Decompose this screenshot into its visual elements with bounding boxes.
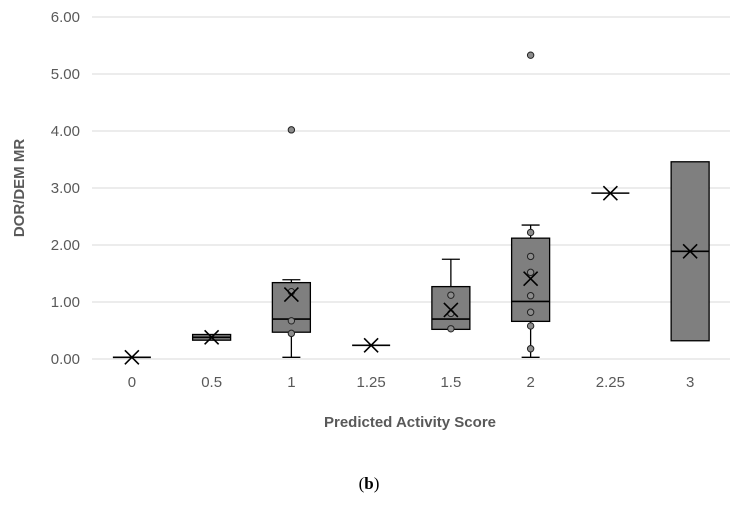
- panel-label: (b): [359, 474, 380, 493]
- y-tick-label: 5.00: [51, 66, 80, 83]
- x-axis-title: Predicted Activity Score: [324, 414, 496, 431]
- mean-marker: [283, 287, 299, 303]
- iqr-box: [510, 237, 551, 323]
- box-group: [591, 185, 630, 201]
- x-tick-label: 1: [287, 374, 295, 391]
- y-tick-label: 3.00: [51, 180, 80, 197]
- mean-marker: [602, 185, 618, 201]
- panel-letter: b: [364, 474, 373, 493]
- y-tick-label: 4.00: [51, 123, 80, 140]
- mean-marker: [204, 329, 220, 345]
- box-group: [112, 349, 151, 365]
- mean-marker: [124, 349, 140, 365]
- x-tick-label: 3: [686, 374, 694, 391]
- box-group: [431, 258, 471, 333]
- data-point: [526, 252, 535, 261]
- data-point: [526, 292, 535, 300]
- mean-marker: [682, 243, 698, 259]
- data-point: [447, 325, 455, 333]
- data-point: [526, 322, 535, 330]
- x-tick-label: 0.5: [201, 374, 222, 391]
- data-point: [287, 317, 296, 325]
- data-point: [526, 268, 535, 277]
- x-tick-label: 0: [128, 374, 136, 391]
- mean-marker: [363, 337, 379, 353]
- y-axis-title: DOR/DEM MR: [11, 139, 28, 237]
- box-group: [191, 329, 232, 345]
- y-axis-ticks: 0.00 1.00 2.00 3.00 4.00 5.00 6.00: [51, 9, 80, 368]
- data-point: [526, 308, 535, 316]
- outlier-point: [287, 126, 296, 134]
- y-tick-label: 0.00: [51, 351, 80, 368]
- outlier-point: [526, 51, 535, 59]
- box-group: [271, 126, 312, 358]
- gridlines: [92, 16, 730, 303]
- x-tick-label: 1.25: [357, 374, 386, 391]
- data-point: [526, 228, 535, 237]
- mean-marker: [443, 302, 459, 318]
- box-group: [670, 161, 710, 342]
- mean-marker: [523, 271, 539, 287]
- data-point: [526, 345, 535, 353]
- y-tick-label: 1.00: [51, 294, 80, 311]
- x-tick-label: 2.25: [596, 374, 625, 391]
- y-tick-label: 2.00: [51, 237, 80, 254]
- x-axis-ticks: 0 0.5 1 1.25 1.5 2 2.25 3: [128, 374, 695, 391]
- data-point: [447, 291, 455, 299]
- x-tick-label: 1.5: [440, 374, 461, 391]
- box-group: [352, 337, 391, 353]
- box-group: [510, 51, 551, 358]
- data-point: [287, 329, 296, 338]
- boxes: [112, 51, 710, 365]
- y-tick-label: 6.00: [51, 9, 80, 26]
- x-tick-label: 2: [526, 374, 534, 391]
